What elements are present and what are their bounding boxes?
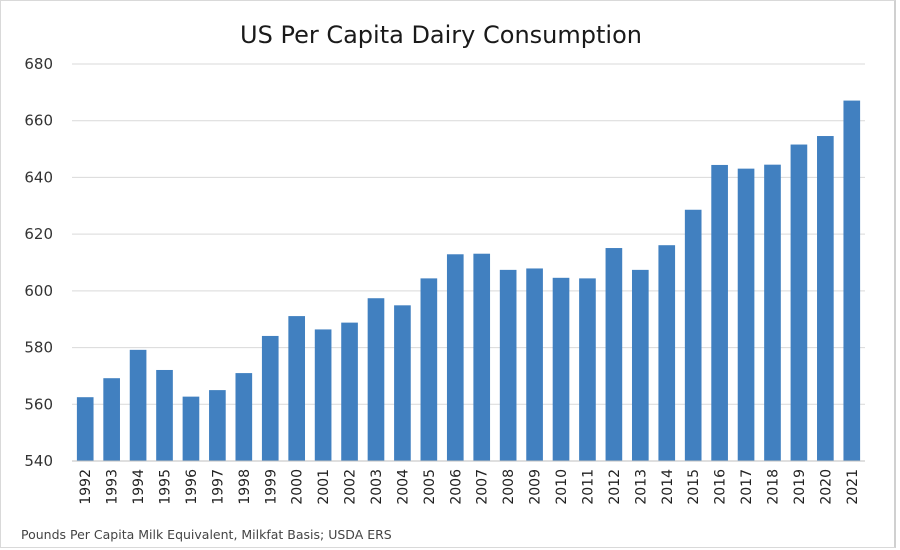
x-tick-label: 1997: [210, 469, 226, 505]
bar-2012: [605, 248, 623, 461]
x-tick-label: 2016: [713, 469, 729, 505]
x-tick-label: 2011: [580, 469, 596, 505]
x-tick-label: 2021: [845, 469, 861, 505]
bar-1999: [261, 335, 279, 461]
bar-2006: [446, 254, 464, 461]
bar-2016: [711, 164, 728, 462]
x-tick-label: 2002: [343, 469, 359, 505]
bar-2019: [790, 144, 808, 461]
x-tick-label: 2012: [607, 469, 623, 505]
x-tick-label: 1996: [184, 469, 200, 505]
x-tick-label: 2019: [792, 469, 808, 505]
bar-2018: [764, 164, 781, 462]
x-tick-label: 1994: [131, 469, 147, 505]
bar-1995: [156, 369, 173, 461]
bar-2015: [684, 209, 702, 461]
bar-1993: [103, 378, 120, 461]
y-tick-label: 660: [24, 112, 53, 130]
x-tick-label: 1999: [263, 469, 279, 505]
bar-2003: [367, 298, 385, 461]
y-tick-label: 640: [24, 168, 53, 186]
bar-2000: [288, 316, 306, 461]
x-tick-label: 2008: [501, 469, 517, 505]
bar-2007: [473, 253, 491, 461]
source-note: Pounds Per Capita Milk Equivalent, Milkf…: [21, 527, 392, 542]
x-tick-label: 1992: [78, 469, 94, 505]
bar-2011: [579, 278, 596, 461]
bar-2004: [394, 305, 411, 461]
bar-2008: [499, 269, 517, 461]
bar-2010: [552, 277, 570, 461]
x-tick-label: 2017: [739, 469, 755, 505]
x-axis-tick-labels: 1992 1993 1994 1995 1996 1997 1998 1999 2000 2001…: [78, 469, 861, 505]
x-tick-label: 2009: [528, 469, 544, 505]
bar-1996: [182, 396, 200, 461]
bar-1997: [209, 390, 226, 461]
x-tick-label: 2005: [422, 469, 438, 505]
bar-2017: [737, 168, 755, 461]
bar-1992: [76, 397, 94, 461]
bars: [76, 100, 861, 462]
bar-2013: [631, 269, 649, 461]
chart-title: US Per Capita Dairy Consumption: [240, 21, 642, 49]
x-tick-label: 2001: [316, 469, 332, 505]
bar-2009: [526, 268, 543, 461]
bar-2001: [314, 329, 332, 461]
bar-2014: [658, 245, 676, 461]
x-tick-label: 2003: [369, 469, 385, 505]
x-tick-label: 1993: [105, 469, 121, 505]
x-tick-label: 2014: [660, 469, 676, 505]
x-tick-label: 2004: [395, 469, 411, 505]
y-tick-label: 600: [24, 282, 53, 300]
x-tick-label: 2020: [818, 469, 834, 505]
x-tick-label: 1995: [158, 469, 174, 505]
bar-2005: [420, 278, 438, 461]
bar-2020: [817, 136, 834, 461]
bar-1998: [235, 373, 253, 461]
x-tick-label: 2010: [554, 469, 570, 505]
bar-2002: [341, 322, 358, 461]
x-tick-label: 1998: [237, 469, 253, 505]
y-tick-label: 560: [24, 395, 53, 413]
x-tick-label: 2013: [633, 469, 649, 505]
y-tick-label: 580: [24, 339, 53, 357]
x-tick-label: 2006: [448, 469, 464, 505]
bar-2021: [843, 100, 861, 461]
y-tick-label: 620: [24, 225, 53, 243]
y-axis-tick-labels: 540 560 580 600 620 640 660 680: [24, 55, 53, 470]
x-tick-label: 2015: [686, 469, 702, 505]
bar-1994: [129, 349, 147, 461]
y-tick-label: 680: [24, 55, 53, 73]
x-tick-label: 2000: [290, 469, 306, 505]
y-tick-label: 540: [24, 452, 53, 470]
gridlines: [72, 63, 865, 405]
x-tick-label: 2018: [765, 469, 781, 505]
x-tick-label: 2007: [475, 469, 491, 505]
